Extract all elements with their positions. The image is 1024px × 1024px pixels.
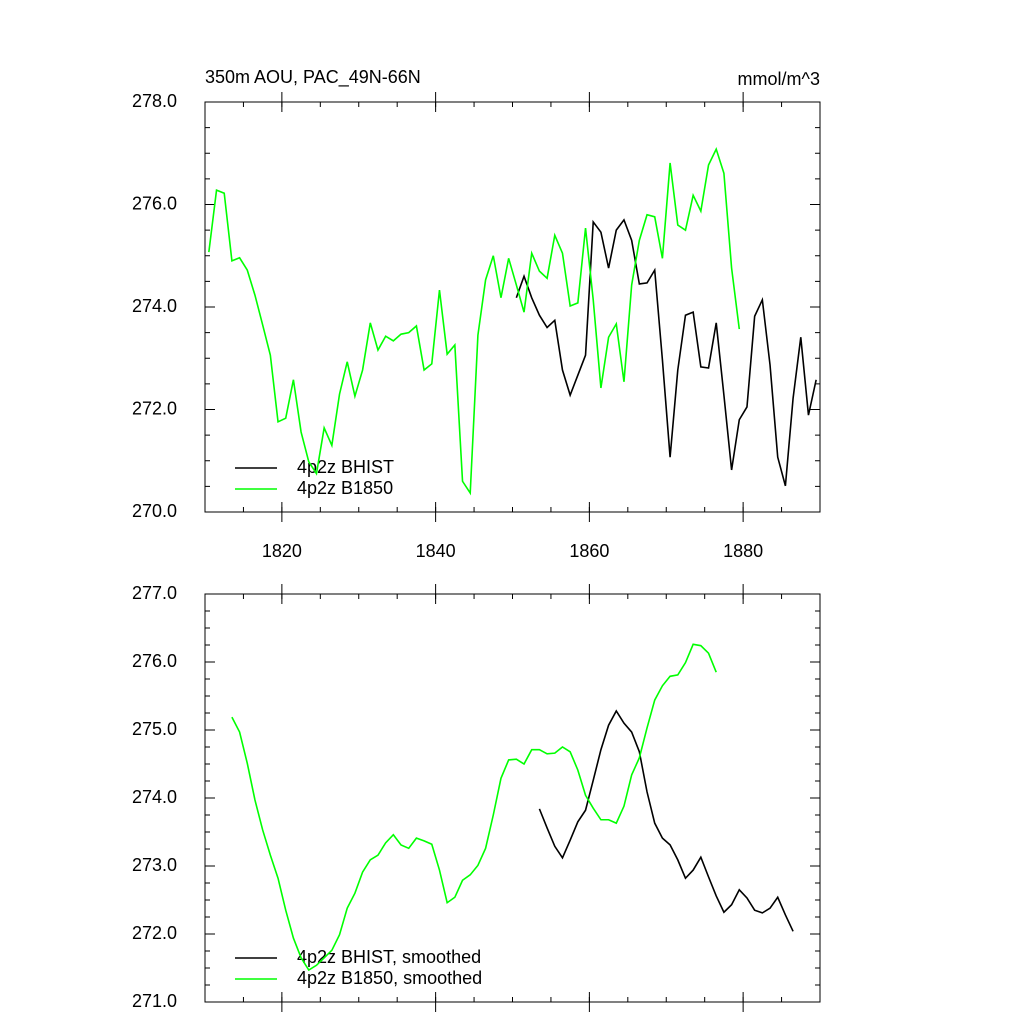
chart-title: 350m AOU, PAC_49N-66N [205, 67, 421, 88]
y-tick-label: 276.0 [132, 193, 177, 213]
y-tick-label: 273.0 [132, 855, 177, 875]
x-tick-label: 1880 [723, 541, 763, 561]
plot-frame [204, 101, 821, 513]
y-tick-label: 275.0 [132, 719, 177, 739]
y-tick-label: 271.0 [132, 991, 177, 1011]
x-tick-label: 1840 [416, 541, 456, 561]
data-line [515, 218, 817, 487]
x-tick-label: 1860 [569, 541, 609, 561]
units-label: mmol/m^3 [738, 69, 820, 89]
y-tick-label: 270.0 [132, 501, 177, 521]
y-tick-label: 274.0 [132, 787, 177, 807]
y-tick-label: 274.0 [132, 296, 177, 316]
y-tick-label: 278.0 [132, 91, 177, 111]
data-line [208, 146, 741, 496]
y-tick-label: 276.0 [132, 651, 177, 671]
y-tick-label: 272.0 [132, 398, 177, 418]
x-tick-label: 1820 [262, 541, 302, 561]
legend-label: 4p2z BHIST [297, 457, 394, 477]
legend-label: 4p2z BHIST, smoothed [297, 947, 481, 967]
data-line [538, 709, 794, 932]
data-line [231, 643, 717, 972]
y-tick-label: 272.0 [132, 923, 177, 943]
y-tick-label: 277.0 [132, 583, 177, 603]
plot-frame [204, 593, 821, 1003]
legend-label: 4p2z B1850, smoothed [297, 968, 482, 988]
legend-label: 4p2z B1850 [297, 478, 393, 498]
